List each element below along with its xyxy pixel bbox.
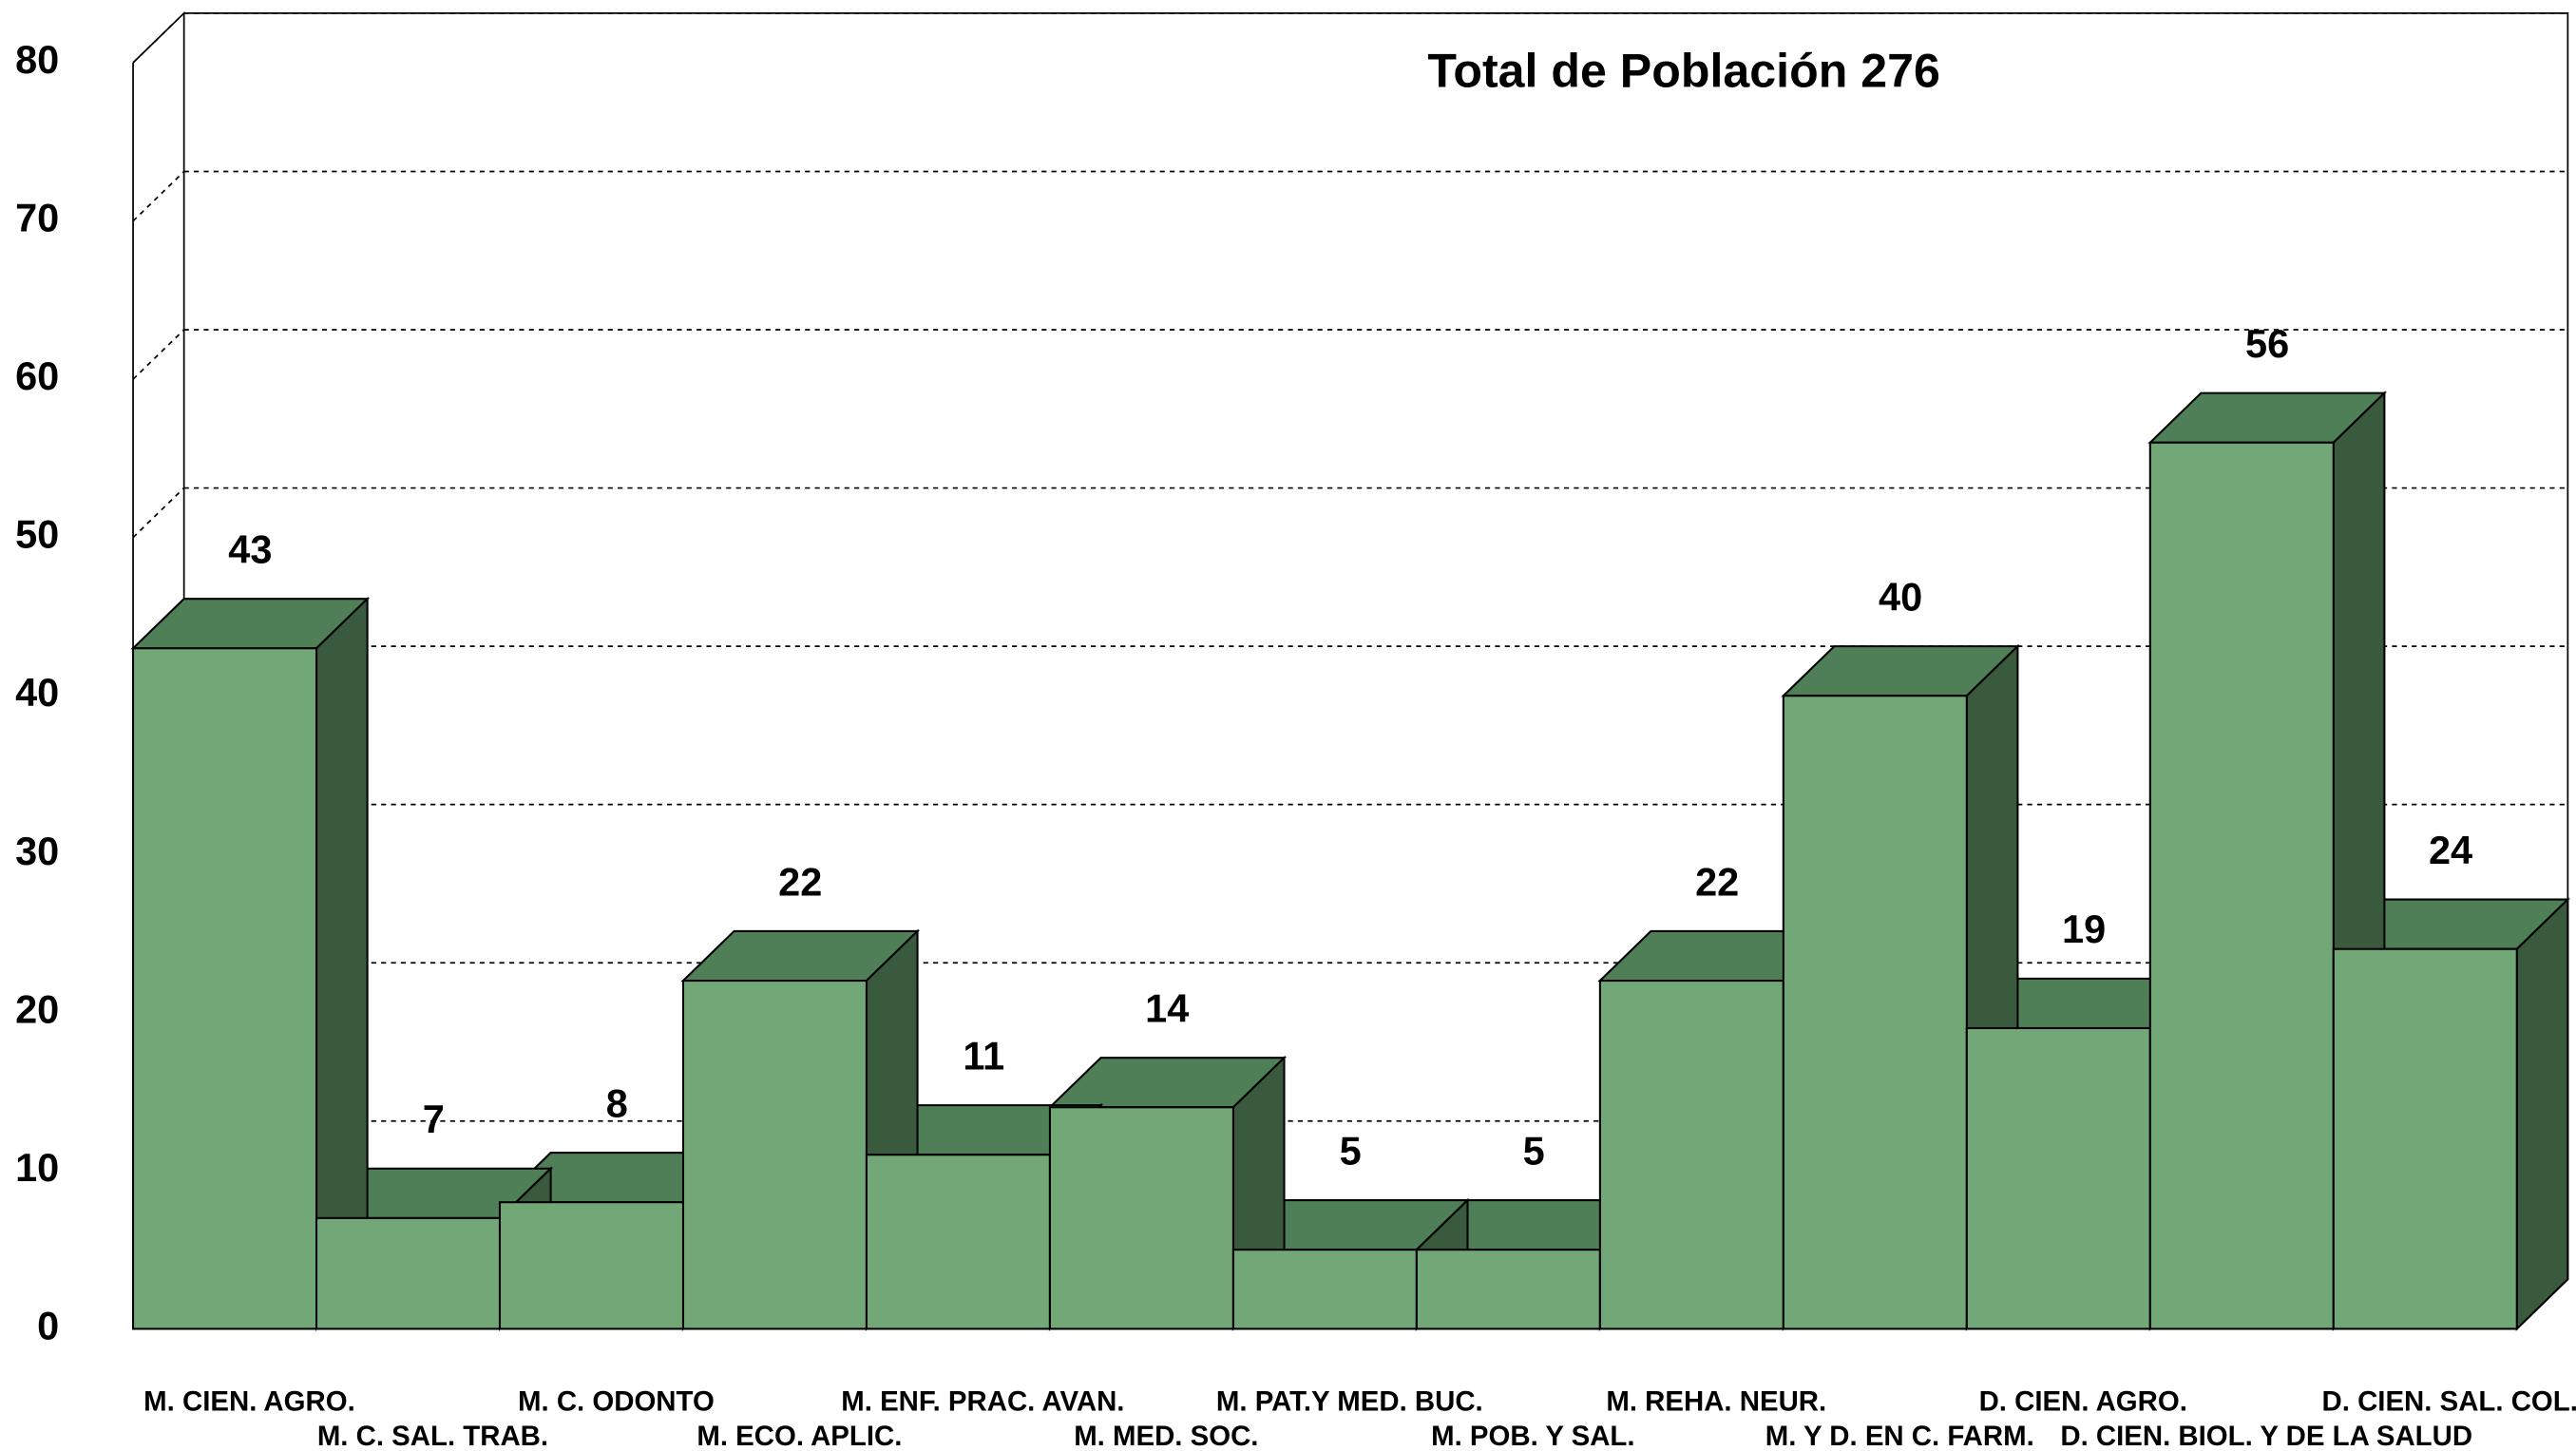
- x-tick-label: D. CIEN. SAL. COL.: [2322, 1385, 2576, 1417]
- value-label: 19: [2062, 907, 2106, 951]
- bar-side: [2515, 897, 2569, 1331]
- value-label: 24: [2429, 828, 2472, 872]
- y-tick-label: 20: [15, 986, 59, 1031]
- bar: [1231, 1249, 1418, 1330]
- grid-line-side: [132, 329, 185, 380]
- back-wall: [183, 12, 2569, 1280]
- bar: [498, 1201, 685, 1330]
- value-label: 22: [1695, 859, 1739, 904]
- bar: [2332, 947, 2518, 1330]
- grid-line-side: [132, 487, 185, 539]
- bar: [1048, 1106, 1234, 1330]
- bar: [1598, 979, 1784, 1330]
- y-tick-label: 0: [37, 1303, 59, 1347]
- grid-line-side: [132, 170, 185, 222]
- x-tick-label: M. C. ODONTO: [518, 1385, 715, 1417]
- x-tick-label: M. MED. SOC.: [1074, 1421, 1258, 1451]
- value-label: 5: [1340, 1128, 1362, 1173]
- x-tick-label: M. ENF. PRAC. AVAN.: [841, 1385, 1124, 1417]
- bar: [1782, 695, 1968, 1330]
- value-label: 56: [2245, 321, 2289, 366]
- y-tick-label: 50: [15, 512, 59, 557]
- grid-line-side: [132, 12, 185, 64]
- x-tick-label: M. C. SAL. TRAB.: [317, 1421, 548, 1451]
- y-tick-label: 60: [15, 353, 59, 398]
- x-tick-label: M. POB. Y SAL.: [1431, 1421, 1634, 1451]
- y-tick-label: 70: [15, 195, 59, 239]
- bar: [1965, 1026, 2151, 1330]
- chart-title: Total de Población 276: [1427, 44, 1939, 97]
- x-tick-label: M. Y D. EN C. FARM.: [1765, 1421, 2034, 1451]
- y-tick-label: 80: [15, 37, 59, 82]
- x-tick-label: M. ECO. APLIC.: [696, 1421, 902, 1451]
- x-tick-label: M. REHA. NEUR.: [1606, 1385, 1826, 1417]
- x-tick-label: D. CIEN. BIOL. Y DE LA SALUD: [2060, 1421, 2472, 1451]
- y-tick-label: 10: [15, 1145, 59, 1190]
- bar: [1415, 1249, 1601, 1330]
- x-tick-label: M. CIEN. AGRO.: [143, 1385, 355, 1417]
- value-label: 43: [228, 526, 272, 571]
- value-label: 8: [606, 1080, 628, 1125]
- bar: [2148, 441, 2335, 1330]
- bar: [315, 1216, 502, 1330]
- bar: [681, 979, 868, 1330]
- bar: [132, 647, 318, 1330]
- bar: [865, 1154, 1051, 1330]
- value-label: 11: [963, 1033, 1004, 1078]
- x-tick-label: M. PAT.Y MED. BUC.: [1216, 1385, 1483, 1417]
- y-tick-label: 30: [15, 829, 59, 873]
- value-label: 14: [1145, 985, 1189, 1030]
- value-label: 22: [778, 859, 822, 904]
- value-label: 7: [423, 1097, 445, 1141]
- value-label: 5: [1523, 1128, 1545, 1173]
- value-label: 40: [1879, 574, 1922, 619]
- x-tick-label: D. CIEN. AGRO.: [1979, 1385, 2187, 1417]
- y-tick-label: 40: [15, 670, 59, 715]
